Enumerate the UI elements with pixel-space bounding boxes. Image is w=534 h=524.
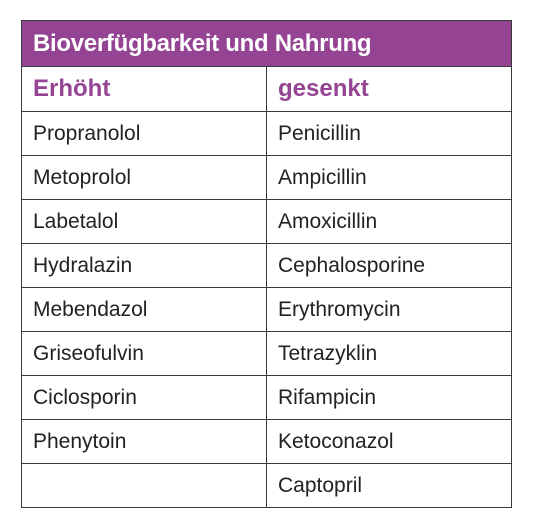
table-title: Bioverfügbarkeit und Nahrung <box>20 20 513 67</box>
column-header-decreased: gesenkt <box>265 66 513 112</box>
cell-decreased: Cephalosporine <box>265 243 513 288</box>
table-row: Ciclosporin Rifampicin <box>21 375 513 420</box>
cell-increased: Ciclosporin <box>21 375 267 420</box>
cell-decreased: Amoxicillin <box>265 199 513 244</box>
table-header-row: Erhöht gesenkt <box>21 66 513 112</box>
cell-increased: Propranolol <box>21 111 267 156</box>
cell-decreased: Tetrazyklin <box>265 331 513 376</box>
cell-increased <box>21 463 267 508</box>
cell-increased: Griseofulvin <box>21 331 267 376</box>
table-row: Griseofulvin Tetrazyklin <box>21 331 513 376</box>
cell-increased: Mebendazol <box>21 287 267 332</box>
table-row: Metoprolol Ampicillin <box>21 155 513 200</box>
table-row: Propranolol Penicillin <box>21 111 513 156</box>
column-header-increased: Erhöht <box>21 66 267 112</box>
table-row: Hydralazin Cephalosporine <box>21 243 513 288</box>
table-row: Mebendazol Erythromycin <box>21 287 513 332</box>
table-title-row: Bioverfügbarkeit und Nahrung <box>20 20 513 67</box>
bioavailability-table-container: Bioverfügbarkeit und Nahrung Erhöht gese… <box>20 20 513 508</box>
cell-decreased: Rifampicin <box>265 375 513 420</box>
cell-decreased: Ketoconazol <box>265 419 513 464</box>
table-row: Phenytoin Ketoconazol <box>21 419 513 464</box>
bioavailability-table: Bioverfügbarkeit und Nahrung Erhöht gese… <box>20 20 513 508</box>
cell-decreased: Erythromycin <box>265 287 513 332</box>
cell-increased: Labetalol <box>21 199 267 244</box>
table-row: Captopril <box>21 463 513 508</box>
cell-increased: Phenytoin <box>21 419 267 464</box>
cell-decreased: Penicillin <box>265 111 513 156</box>
cell-increased: Hydralazin <box>21 243 267 288</box>
cell-decreased: Ampicillin <box>265 155 513 200</box>
cell-decreased: Captopril <box>265 463 513 508</box>
cell-increased: Metoprolol <box>21 155 267 200</box>
table-row: Labetalol Amoxicillin <box>21 199 513 244</box>
